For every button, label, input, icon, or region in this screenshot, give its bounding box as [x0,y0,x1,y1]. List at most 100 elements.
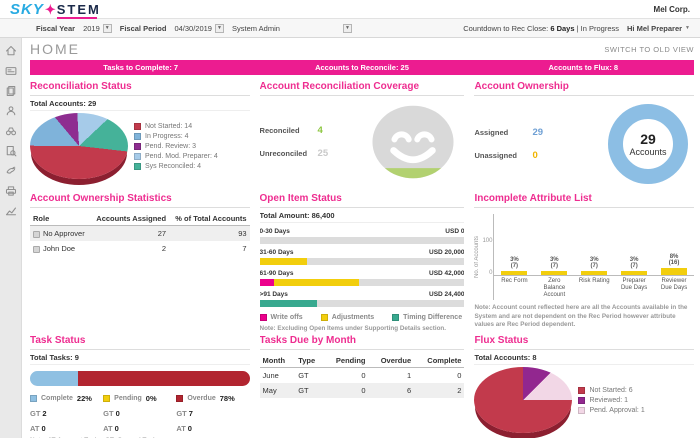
legend-item: In Progress: 4 [134,132,218,140]
company-name: Mel Corp. [653,4,690,14]
legend-label: Pend. Approval: 1 [589,406,645,414]
banner-tasks-to-complete[interactable]: Tasks to Complete: 7 [103,63,179,72]
logo-sky-text: SKY [10,0,44,18]
attribute-bar-chart: No. of Accounts 100 0 3% (7) 3% (7) 3% (7) … [474,214,694,300]
panel-title: Open Item Status [259,193,465,208]
home-icon[interactable] [4,44,17,57]
legend-item: Adjustments [320,314,374,321]
fiscal-period-label: Fiscal Period [119,23,167,33]
task-progress-bar [30,371,250,386]
flux-total-label: Total Accounts: [474,353,531,362]
total-accounts: Total Accounts: 29 [30,99,250,111]
bucket-value: USD 20,000 [429,249,465,256]
legend-swatch [134,132,141,140]
column-header: % of Total Accounts [169,212,250,226]
documents-icon[interactable] [4,84,17,97]
task-card-icon[interactable] [4,64,17,77]
legend-swatch [134,162,141,170]
reconciled-label: Reconciled [259,126,300,135]
bar-category-label: Reviewer Due Days [660,278,688,291]
legend-item: Not Started: 14 [134,122,218,130]
column-header: Pending [323,354,369,368]
expand-icon[interactable] [33,230,40,238]
panel-open-item-status: Open Item Status Total Amount: 86,400 0-… [259,193,465,333]
unassigned-label: Unassigned [474,151,517,160]
banner-accounts-to-reconcile[interactable]: Accounts to Reconcile: 25 [315,63,409,72]
user-menu[interactable]: Hi Mel Preparer ▼ [627,24,690,33]
bucket-label: 61-90 Days [259,270,294,277]
bucket-bar [259,300,465,307]
switch-to-old-view-link[interactable]: SWITCH TO OLD VIEW [604,44,694,54]
flux-legend: Not Started: 6 Reviewed: 1 Pend. Approva… [578,386,645,414]
chevron-down-icon[interactable]: ▼ [102,23,112,33]
legend-item: Reviewed: 1 [578,396,644,404]
column-header: Month [259,354,296,368]
reconciled-value: 4 [317,125,323,136]
bar-category-label: Rec Form [501,278,528,284]
legend-label: Overdue [187,395,216,402]
legend-item: Sys Reconciled: 4 [134,162,218,170]
panel-title: Incomplete Attribute List [474,193,694,208]
attribute-note: Note: Account count reflected here are a… [474,304,688,328]
top-bar: SKY ✦ STEM Mel Corp. [0,0,700,19]
bar-value-label: 3% (7) [589,256,599,270]
main-content: HOME SWITCH TO OLD VIEW Tasks to Complet… [22,38,700,438]
legend-swatch [30,395,37,402]
unassigned-value: 0 [532,150,538,161]
bar-segment [259,279,274,286]
panel-flux-status: Flux Status Total Accounts: 8 Not Starte… [474,335,694,438]
table-row[interactable]: John Doe 2 7 [30,241,250,256]
legend-label: Pend. Review: 3 [145,142,196,150]
panel-title: Tasks Due by Month [259,335,465,350]
legend-label: Pend. Mod. Preparer: 4 [145,152,218,160]
role-select[interactable]: System Admin ▼ [231,23,352,33]
accounts-assigned-cell: 27 [157,229,167,238]
table-row[interactable]: No Approver 27 93 [30,225,250,241]
bar-group: 3% (7) [578,257,610,275]
fiscal-period-select[interactable]: 04/30/2019 ▼ [174,23,224,33]
chevron-down-icon[interactable]: ▼ [342,23,352,33]
role-value: System Admin [231,23,280,33]
banner-accounts-to-flux[interactable]: Accounts to Flux: 8 [548,63,619,72]
toolbar: Fiscal Year 2019 ▼ Fiscal Period 04/30/2… [0,18,700,38]
expand-icon[interactable] [33,245,40,253]
chevron-down-icon[interactable]: ▼ [214,23,224,33]
document-search-icon[interactable] [4,144,17,157]
binoculars-icon[interactable] [4,124,17,137]
bucket-bar [259,258,465,265]
pct-total-cell: 7 [242,244,247,253]
total-amount: Total Amount: 86,400 [259,211,465,223]
legend-item: Pending 0% [103,394,176,403]
task-legend-grid: Complete 22% Pending 0% Overdue 78% GT 2 GT 0… [30,394,250,433]
y-tick: 0 [489,270,493,276]
bar [581,271,608,275]
legend-swatch [578,406,586,414]
pct-total-cell: 93 [238,229,247,238]
assigned-label: Assigned [474,128,509,137]
reconciliation-legend: Not Started: 14 In Progress: 4 Pend. Rev… [134,122,218,170]
printer-icon[interactable] [4,184,17,197]
open-item-legend: Write offs Adjustments Timing Difference [259,314,465,321]
panel-account-ownership: Account Ownership Assigned 29 Unassigned… [474,81,694,191]
flux-total-accounts: Total Accounts: 8 [474,353,694,365]
legend-swatch [320,314,328,321]
complete-segment [30,371,79,386]
legend-swatch [259,314,267,321]
bar [621,271,648,275]
summary-banner: Tasks to Complete: 7 Accounts to Reconci… [30,60,694,75]
fiscal-year-select[interactable]: 2019 ▼ [83,23,112,33]
assigned-row: Assigned 29 [474,127,575,138]
total-tasks-label: Total Tasks: [30,353,73,362]
legend-label: Pending [114,395,142,402]
gt-count: GT 2 [30,409,47,418]
legend-swatch [176,395,184,402]
legend-label: Complete [41,395,73,402]
legend-swatch [578,386,586,394]
role-cell: John Doe [43,244,76,253]
dove-icon[interactable] [4,164,17,177]
line-chart-icon[interactable] [4,204,17,217]
flux-pie-chart [474,367,573,433]
user-icon[interactable] [4,104,17,117]
bar-category-label: Preparer Due Days [620,278,648,291]
